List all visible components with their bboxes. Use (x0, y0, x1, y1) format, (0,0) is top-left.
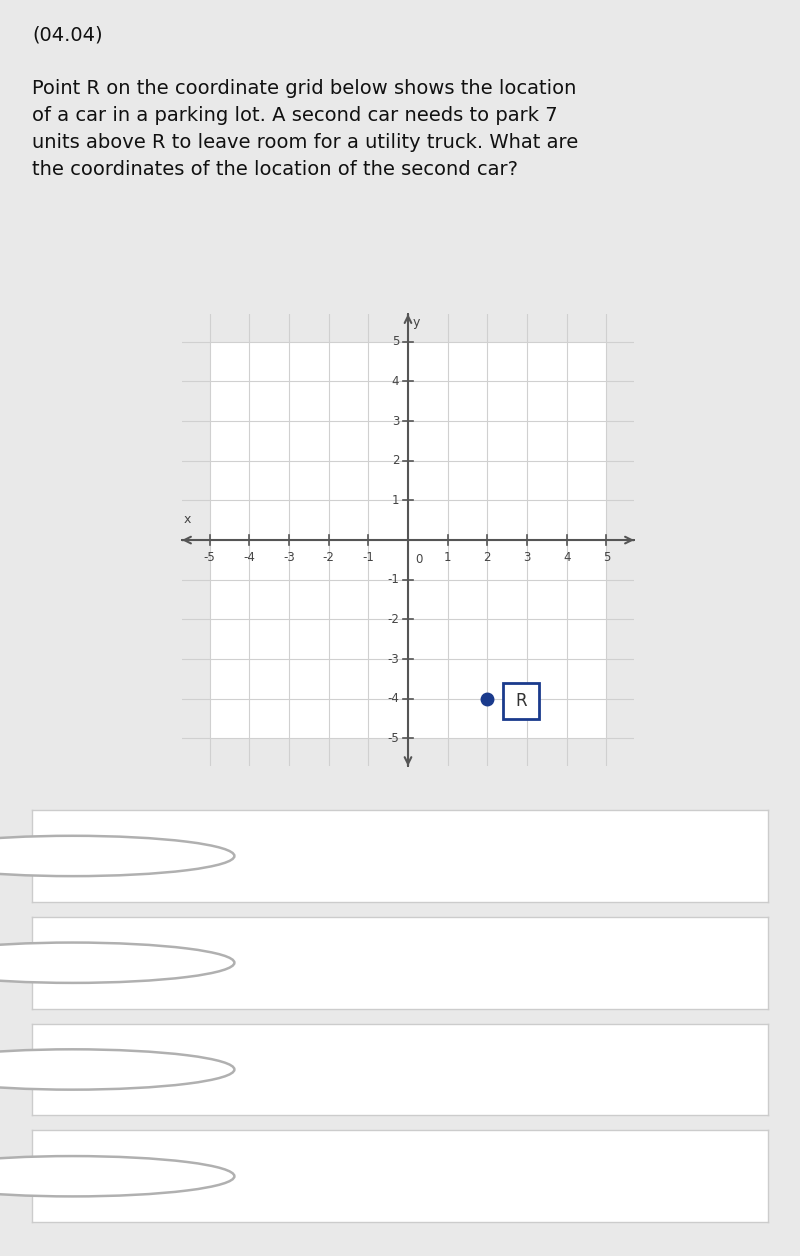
Text: 3: 3 (523, 551, 530, 564)
Text: 4: 4 (563, 551, 570, 564)
Text: 4: 4 (392, 376, 399, 388)
Text: x: x (184, 514, 191, 526)
Text: 2: 2 (483, 551, 491, 564)
Text: -2: -2 (322, 551, 334, 564)
Text: 5: 5 (392, 335, 399, 348)
Text: -2: -2 (387, 613, 399, 625)
Text: -5: -5 (204, 551, 215, 564)
Text: (04.04): (04.04) (32, 25, 102, 44)
Text: -4: -4 (387, 692, 399, 705)
Text: -5: -5 (387, 732, 399, 745)
Text: -1: -1 (387, 573, 399, 587)
Circle shape (0, 942, 234, 983)
Text: 5: 5 (602, 551, 610, 564)
Text: 3: 3 (392, 414, 399, 427)
Text: Point R on the coordinate grid below shows the location
of a car in a parking lo: Point R on the coordinate grid below sho… (32, 78, 578, 180)
Text: -3: -3 (387, 653, 399, 666)
Text: y: y (413, 317, 420, 329)
Circle shape (0, 835, 234, 877)
Text: (-5, -4): (-5, -4) (106, 847, 177, 865)
Circle shape (0, 1049, 234, 1090)
FancyBboxPatch shape (503, 683, 539, 718)
Circle shape (0, 1156, 234, 1197)
Text: (-5, 3): (-5, 3) (106, 953, 169, 972)
Text: (2, -3): (2, -3) (106, 1060, 169, 1079)
Text: 0: 0 (415, 553, 422, 565)
Text: 1: 1 (392, 494, 399, 507)
Text: (2, 3): (2, 3) (106, 1167, 162, 1186)
Text: 1: 1 (444, 551, 451, 564)
Bar (210, 342, 606, 739)
Text: R: R (515, 692, 527, 710)
Text: -1: -1 (362, 551, 374, 564)
Text: 2: 2 (392, 455, 399, 467)
Text: -4: -4 (243, 551, 255, 564)
Text: -3: -3 (283, 551, 295, 564)
